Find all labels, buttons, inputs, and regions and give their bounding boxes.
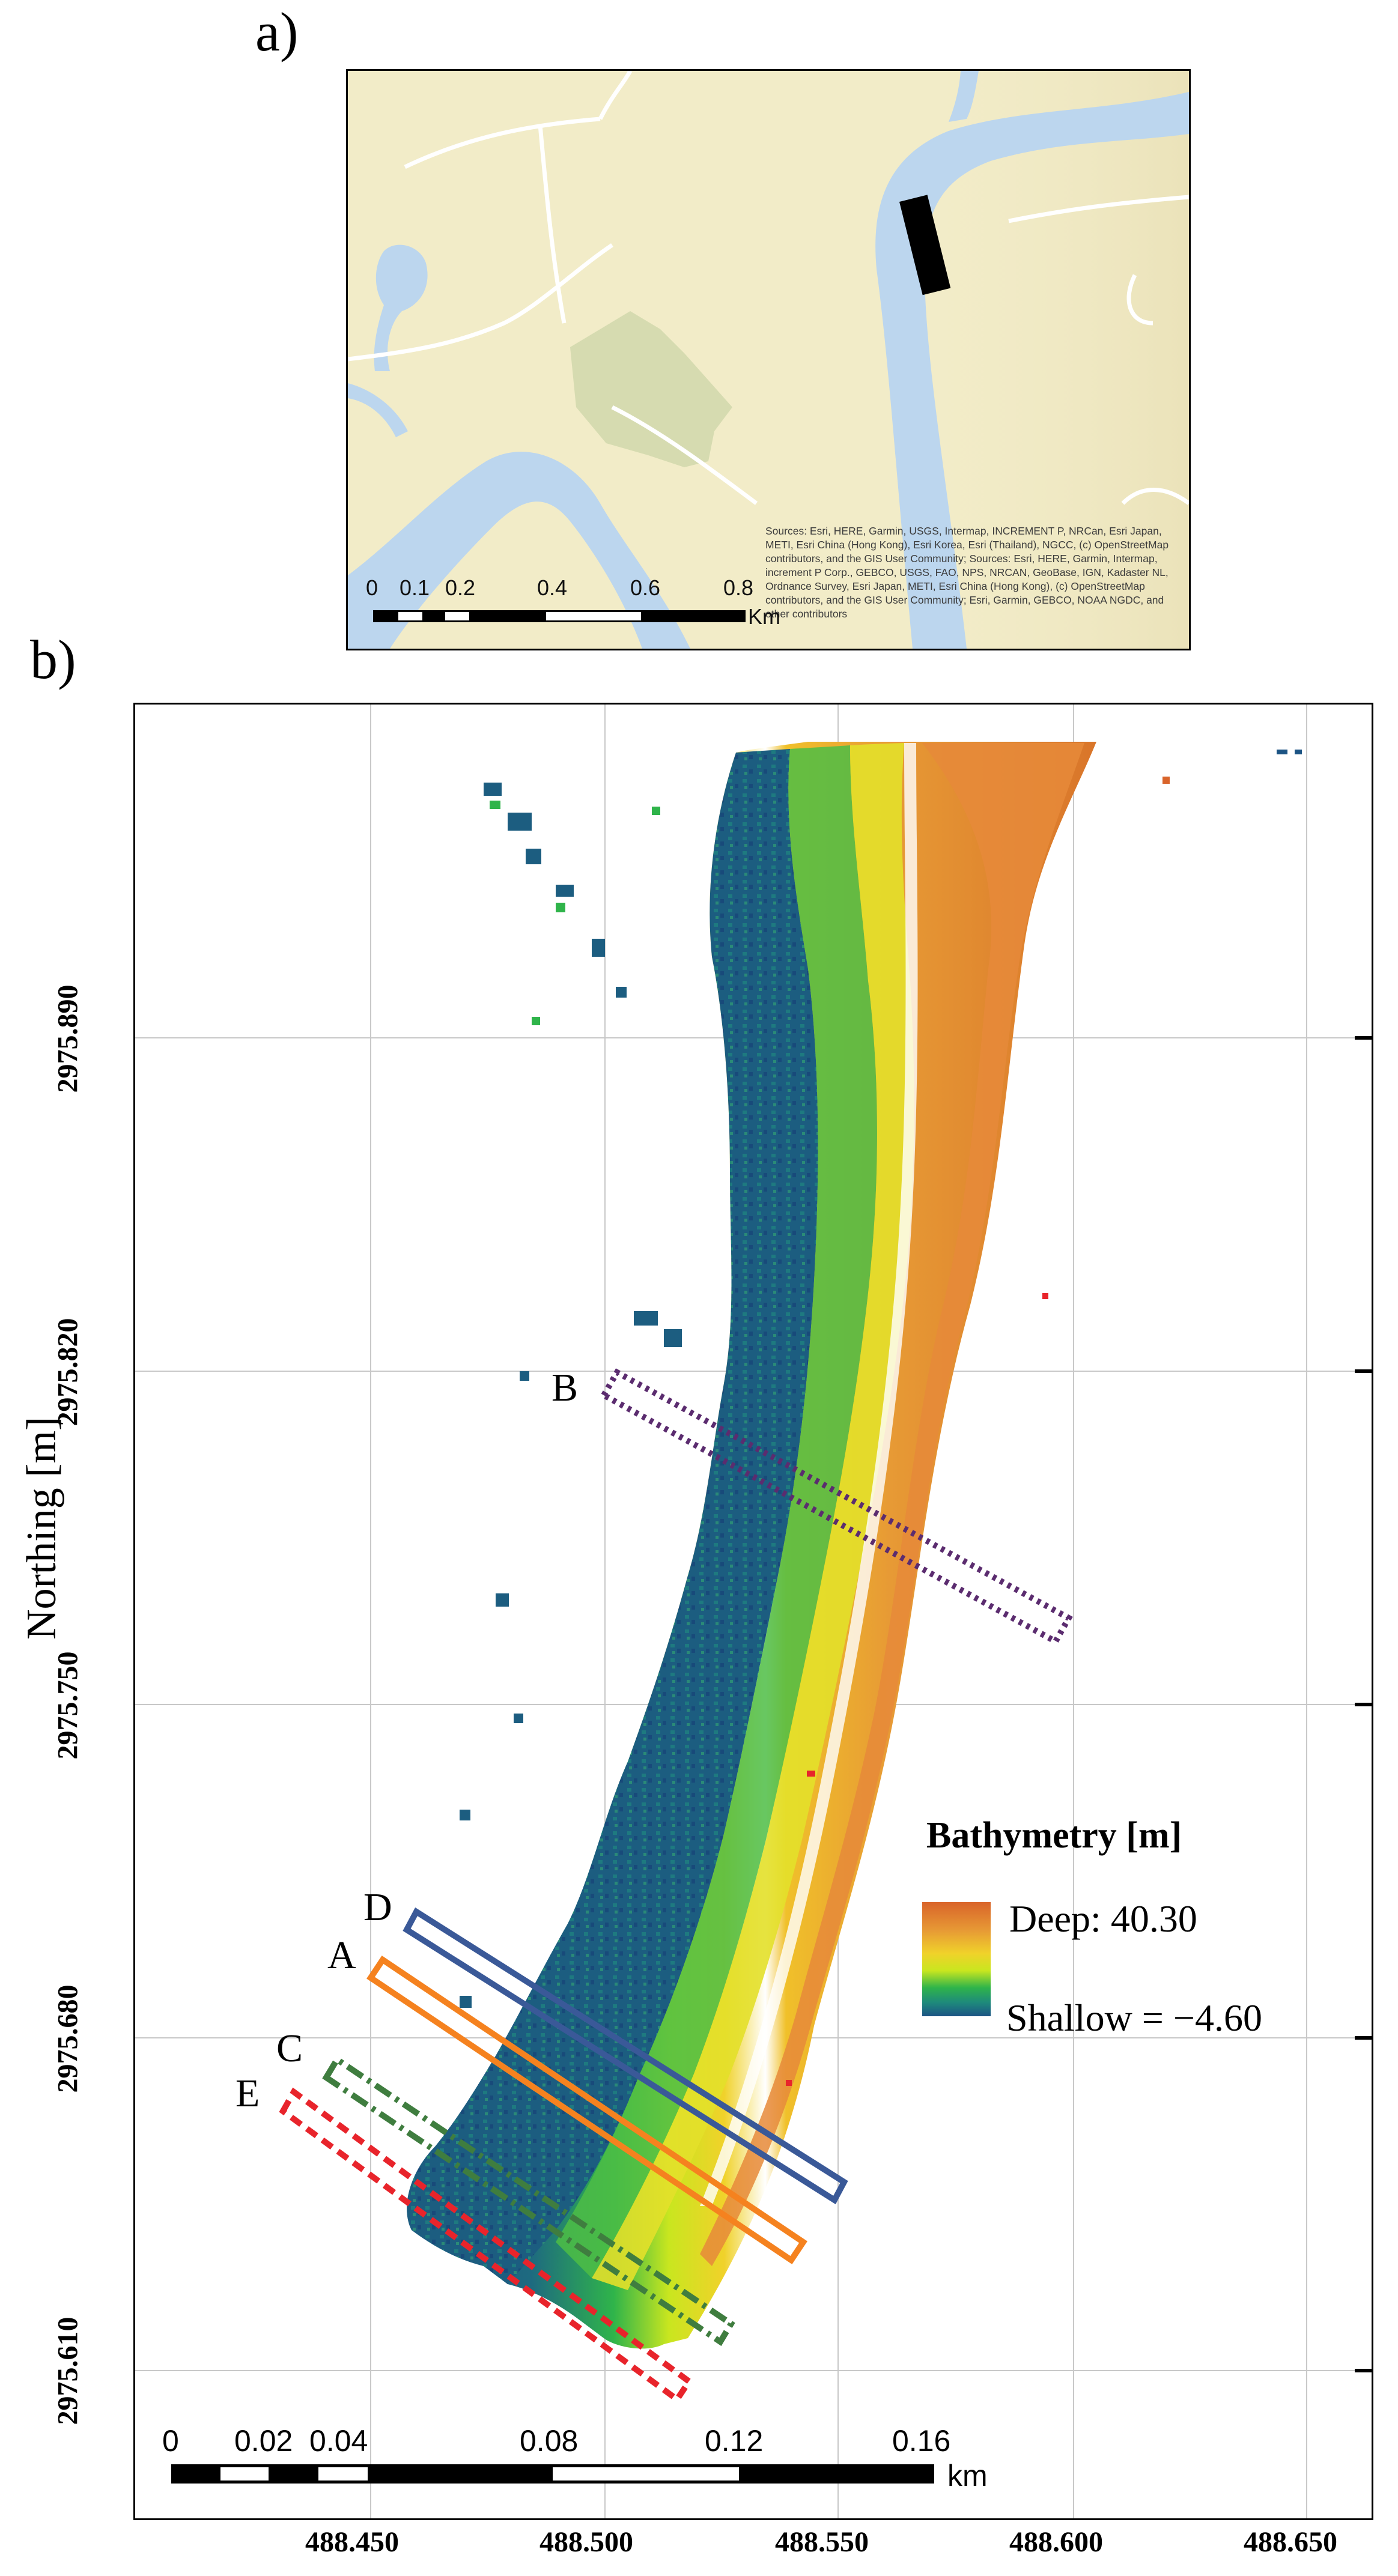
shallow-edge	[407, 749, 818, 2284]
panel-b-label: b)	[30, 629, 76, 690]
y-tick-2975.610: 2975.610	[52, 2317, 84, 2425]
scale-label-a-0.2: 0.2	[445, 575, 476, 600]
transect-label-e: E	[236, 2071, 260, 2115]
transect-b	[600, 1368, 1073, 1646]
transect-label-c: C	[276, 2026, 303, 2070]
scale-label-a-0.4: 0.4	[537, 575, 568, 600]
location-basemap: Sources: Esri, HERE, Garmin, USGS, Inter…	[346, 69, 1191, 650]
x-tick-488.650: 488.650	[1244, 2526, 1337, 2558]
y-tick-2975.890: 2975.890	[52, 984, 84, 1093]
transect-d	[403, 1907, 848, 2205]
x-tick-488.600: 488.600	[1009, 2526, 1103, 2558]
scale-label-a-0.1: 0.1	[400, 575, 430, 600]
scale-label-a-0.6: 0.6	[630, 575, 661, 600]
scale-label-b-0: 0	[162, 2424, 179, 2458]
x-tick-488.450: 488.450	[305, 2526, 399, 2558]
y-tick-2975.680: 2975.680	[52, 1984, 84, 2093]
legend-colorbar	[922, 1902, 991, 2016]
study-area-marker	[899, 195, 951, 295]
legend-title: Bathymetry [m]	[926, 1815, 1182, 1856]
scale-bar-a	[373, 610, 746, 622]
scale-label-b-0.04: 0.04	[309, 2424, 368, 2458]
transect-a	[366, 1956, 807, 2264]
pond	[374, 244, 428, 371]
transect-label-b: B	[552, 1366, 579, 1410]
y-tick-2975.750: 2975.750	[52, 1651, 84, 1760]
y-axis-title: Northing [m]	[19, 1416, 65, 1640]
scale-bar-b	[171, 2464, 934, 2484]
scale-unit-b: km	[947, 2459, 988, 2493]
park-area	[570, 311, 732, 467]
shallow-scatter	[424, 783, 895, 2199]
y-tick-2975.820: 2975.820	[52, 1318, 84, 1426]
bathymetry-graphic	[135, 705, 1372, 2518]
scale-label-b-0.08: 0.08	[520, 2424, 579, 2458]
river-meander	[348, 452, 690, 649]
scale-label-a-0.8: 0.8	[723, 575, 754, 600]
basemap-graphic	[348, 71, 1189, 649]
legend-deep-label: Deep: 40.30	[1009, 1897, 1197, 1940]
transect-label-d: D	[363, 1885, 392, 1929]
panel-a-label: a)	[255, 1, 299, 62]
scale-label-b-0.12: 0.12	[705, 2424, 764, 2458]
x-tick-488.500: 488.500	[539, 2526, 633, 2558]
legend-shallow-label: Shallow = −4.60	[1006, 1996, 1262, 2039]
map-attribution: Sources: Esri, HERE, Garmin, USGS, Inter…	[765, 525, 1169, 620]
scale-label-b-0.16: 0.16	[892, 2424, 951, 2458]
bathymetry-map: B D A C E Bathymetry [m] Deep: 40.30 Sha…	[133, 703, 1373, 2520]
transect-label-a: A	[327, 1933, 356, 1977]
scale-label-b-0.02: 0.02	[234, 2424, 293, 2458]
transect-e	[279, 2087, 693, 2404]
roads	[348, 71, 1189, 505]
x-tick-488.550: 488.550	[775, 2526, 869, 2558]
scale-unit-a: Km	[748, 604, 780, 629]
transect-c	[322, 2055, 735, 2347]
scale-label-a-0: 0	[366, 575, 378, 600]
